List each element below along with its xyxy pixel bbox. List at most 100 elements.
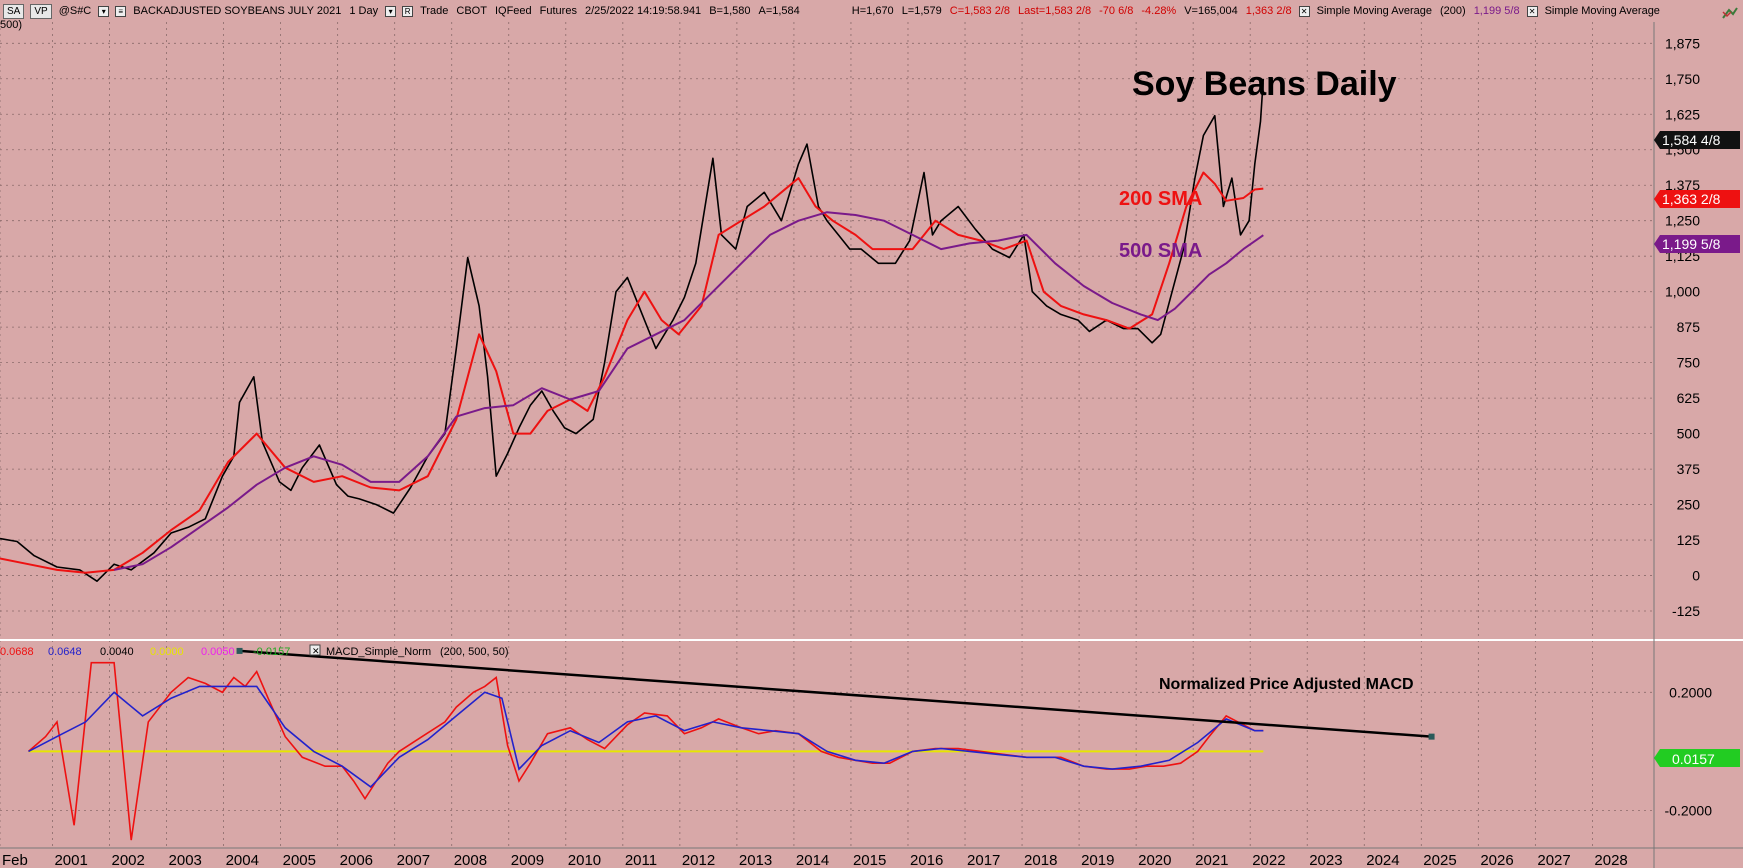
price-axis-tick: 0 (1692, 568, 1700, 584)
macd-indicator-name: MACD_Simple_Norm (326, 646, 431, 658)
time-axis-tick: 2008 (454, 852, 487, 868)
type-label: Futures (539, 5, 577, 17)
macd-trendline[interactable] (239, 649, 1432, 738)
vp-button[interactable]: VP (30, 3, 52, 19)
sma200-price-tag: 1,363 2/8 (1654, 190, 1740, 208)
interval-label[interactable]: 1 Day (349, 5, 379, 17)
refresh-icon[interactable]: R (402, 5, 414, 17)
price-axis-tick: 1,875 (1665, 35, 1700, 51)
close-indicator-icon[interactable]: ✕ (1298, 5, 1310, 17)
time-axis-tick: 2025 (1423, 852, 1456, 868)
close-indicator-icon[interactable] (309, 644, 321, 656)
change-label: -70 6/8 (1099, 5, 1134, 17)
time-axis-tick: 2001 (54, 852, 87, 868)
macd-panel[interactable]: 0.2000 -0.2000 (0, 647, 1713, 841)
chart-tools-icon[interactable] (1721, 6, 1739, 20)
time-axis-tick: 2019 (1081, 852, 1114, 868)
trendline-handle[interactable] (236, 647, 243, 654)
price-axis-tick: 875 (1677, 319, 1701, 335)
series-line-sma-200 (0, 171, 1264, 574)
macd-title: Normalized Price Adjusted MACD (1159, 676, 1414, 693)
last-price-tag-label: 1,584 4/8 (1662, 132, 1721, 148)
macd-axis-tick: 0.2000 (1669, 684, 1712, 700)
price-axis-tick: 500 (1677, 426, 1701, 442)
macd-value-1: 0.0688 (0, 646, 34, 658)
sa-button[interactable]: SA (3, 3, 25, 19)
chart-settings-icon[interactable]: ≡ (115, 5, 127, 17)
time-axis-tick: 2023 (1309, 852, 1342, 868)
time-axis-tick: 2014 (796, 852, 829, 868)
macd-value-3: 0.0040 (100, 646, 134, 658)
sma200-annotation: 200 SMA (1119, 188, 1202, 210)
series-line-signal (28, 685, 1264, 788)
time-axis-tick: 2011 (625, 852, 657, 868)
session-label: Trade (420, 5, 449, 17)
sma200-name-label: Simple Moving Average (1316, 5, 1432, 17)
macd-value-tag-label: 0.0157 (1672, 751, 1715, 767)
symbol-label[interactable]: @S#C (58, 5, 92, 17)
close-indicator-icon[interactable]: ✕ (1526, 5, 1538, 17)
series-line-macd (27, 661, 1264, 841)
chart-header-bar: SA VP @S#C ▾ ≡ BACKADJUSTED SOYBEANS JUL… (0, 0, 1743, 22)
macd-value-6: -0.0157 (253, 646, 290, 658)
price-axis-tick: 250 (1677, 497, 1701, 513)
bid-label: B=1,580 (709, 5, 751, 17)
time-axis-tick: 2009 (511, 852, 544, 868)
price-axis-tick: 750 (1677, 355, 1701, 371)
time-axis-tick: 2012 (682, 852, 715, 868)
price-axis-tick: 1,000 (1665, 284, 1700, 300)
last-label: Last=1,583 2/8 (1018, 5, 1092, 17)
series-line-price (0, 78, 1265, 583)
sma200-value-label: 1,363 2/8 (1245, 5, 1292, 17)
series-line-sma-500 (113, 211, 1264, 571)
time-axis-tick: 2007 (397, 852, 430, 868)
macd-value-2: 0.0648 (48, 646, 82, 658)
macd-indicator-params: (200, 500, 50) (440, 646, 509, 658)
sma500-price-tag-label: 1,199 5/8 (1662, 236, 1721, 252)
time-axis-tick: 2024 (1366, 852, 1399, 868)
symbol-dropdown-icon[interactable]: ▾ (98, 5, 110, 17)
sma500-annotation: 500 SMA (1119, 240, 1202, 262)
volume-label: V=165,004 (1184, 5, 1238, 17)
time-axis-tick: 2015 (853, 852, 886, 868)
time-axis-tick: 2004 (226, 852, 259, 868)
time-axis-tick: 2022 (1252, 852, 1285, 868)
chart-title: Soy Beans Daily (1132, 65, 1397, 103)
sma500-price-tag: 1,199 5/8 (1654, 235, 1740, 253)
sma200-price-tag-label: 1,363 2/8 (1662, 191, 1721, 207)
ask-label: A=1,584 (758, 5, 800, 17)
high-label: H=1,670 (851, 5, 894, 17)
price-axis-tick: 1,250 (1665, 213, 1700, 229)
macd-value-tag: 0.0157 (1654, 749, 1740, 767)
time-axis-tick: 2026 (1480, 852, 1513, 868)
price-axis-tick: 125 (1677, 532, 1701, 548)
time-axis-tick: 2027 (1537, 852, 1570, 868)
price-axis-tick: -125 (1672, 603, 1700, 619)
time-axis-tick: 2002 (112, 852, 145, 868)
time-axis-tick: 2006 (340, 852, 373, 868)
macd-axis-tick: -0.2000 (1665, 803, 1713, 819)
sma200-param-label: (200) (1440, 5, 1466, 17)
sma500-value-label: 1,199 5/8 (1473, 5, 1520, 17)
exchange-label: CBOT (456, 5, 487, 17)
interval-dropdown-icon[interactable]: ▾ (385, 5, 397, 17)
price-panel[interactable]: 1,8751,7501,6251,5001,3751,2501,1251,000… (0, 22, 1700, 868)
close-glyph: ✕ (312, 646, 320, 656)
time-axis-tick: 2016 (910, 852, 943, 868)
last-price-tag: 1,584 4/8 (1654, 131, 1740, 149)
sma500-param-label: 500) (0, 19, 23, 31)
close-label: C=1,583 2/8 (949, 5, 1011, 17)
time-axis-tick: 2017 (967, 852, 1000, 868)
change-pct-label: -4.28% (1141, 5, 1177, 17)
sma500-name-label: Simple Moving Average (1544, 5, 1660, 17)
macd-value-5: 0.0050 (201, 646, 235, 658)
price-axis-tick: 1,625 (1665, 106, 1700, 122)
price-axis-tick: 1,750 (1665, 71, 1700, 87)
time-axis-tick: 2021 (1195, 852, 1228, 868)
price-axis-tick: 625 (1677, 390, 1701, 406)
macd-legend: 0.0688 0.0648 0.0040 0.0000 0.0050 -0.01… (0, 644, 509, 658)
trendline-handle[interactable] (1428, 733, 1435, 740)
time-axis-tick: 2020 (1138, 852, 1171, 868)
time-axis-tick: 2018 (1024, 852, 1057, 868)
